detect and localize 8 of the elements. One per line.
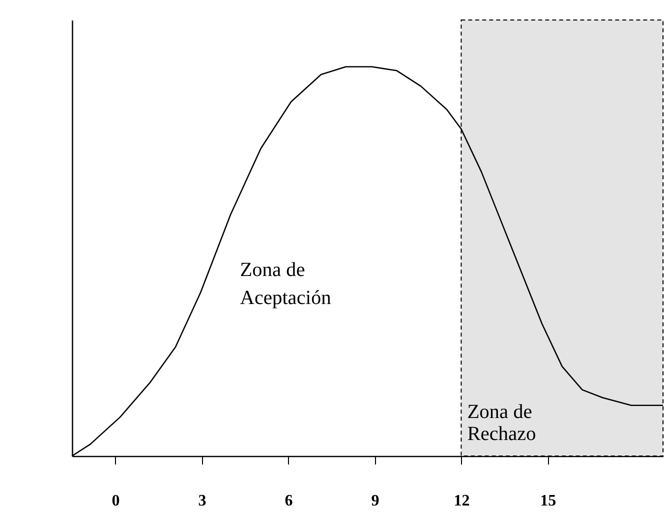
x-tick-label: 0 — [112, 492, 120, 510]
annotation: Zona de Aceptación — [240, 259, 332, 309]
x-tick-label: 15 — [540, 492, 556, 510]
x-tick-label: 9 — [371, 492, 380, 510]
x-tick-label: 6 — [284, 492, 293, 510]
band-label: Zona de Rechazo — [467, 401, 536, 445]
x-tick-label: 12 — [454, 492, 470, 510]
x-tick-label: 3 — [198, 492, 206, 510]
